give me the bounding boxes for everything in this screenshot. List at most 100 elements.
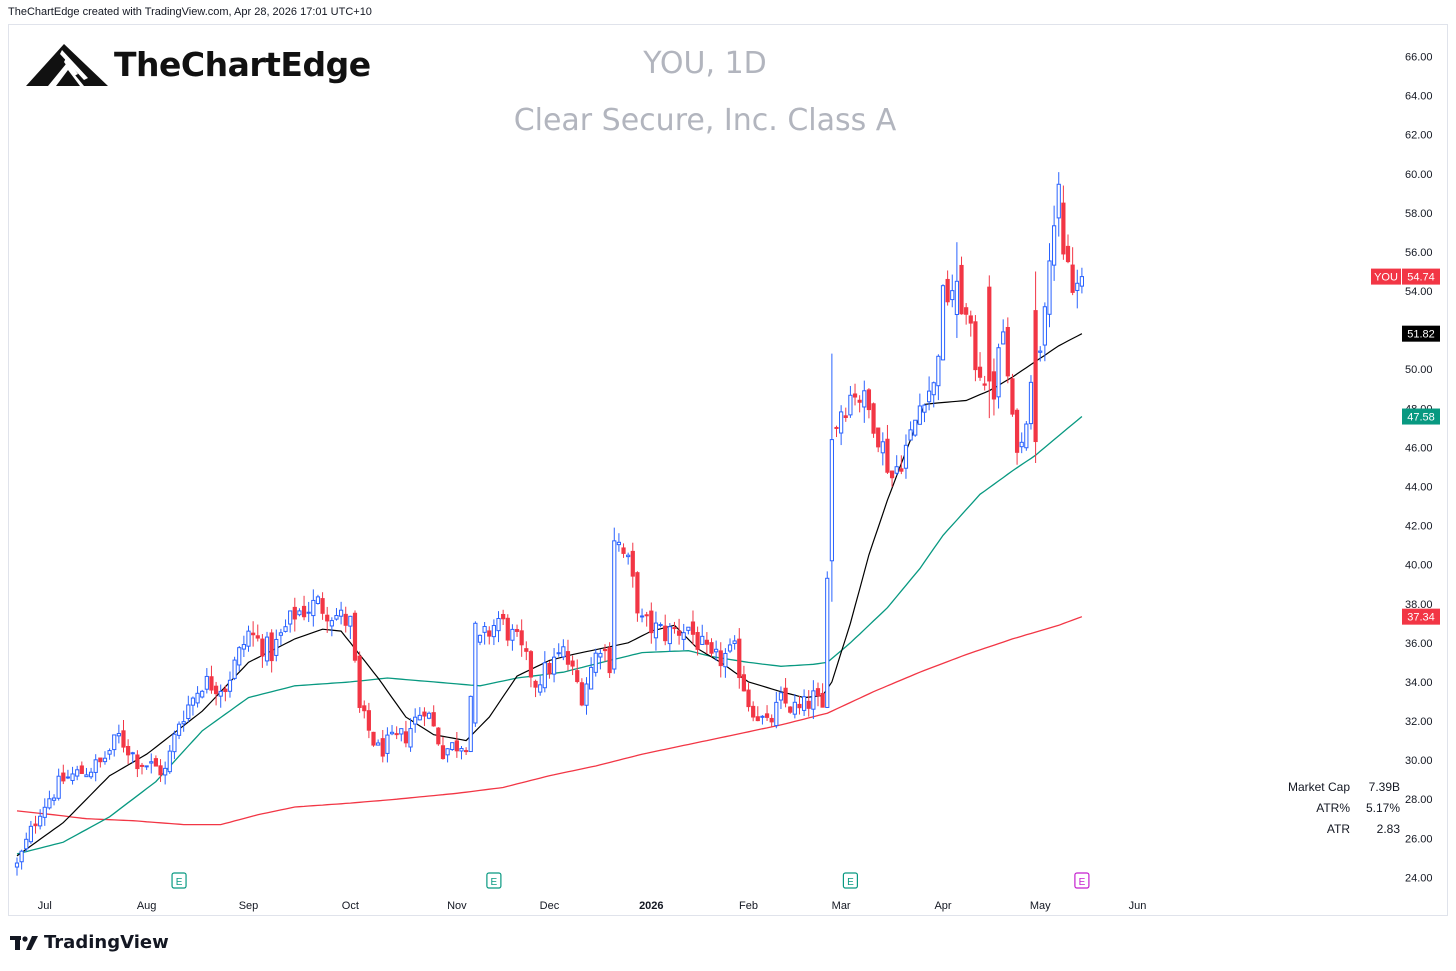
candle-up (417, 707, 422, 721)
candle-up (477, 634, 483, 646)
candle-body (1061, 202, 1066, 255)
candle-body (79, 765, 84, 774)
candle-up (1028, 375, 1034, 430)
candle-body (857, 399, 862, 403)
candle-body (991, 371, 997, 400)
candle-body (945, 278, 950, 303)
stat-row-market-cap: Market Cap 7.39B (1272, 776, 1400, 797)
ma-badge-0-bg (1402, 325, 1440, 342)
candle-down (737, 628, 742, 689)
candle-up (653, 611, 659, 651)
candle-down (987, 275, 992, 419)
x-tick-label: Jun (1129, 900, 1147, 912)
candle-up (163, 761, 168, 785)
candle-body (811, 690, 816, 710)
y-tick-label: 66.00 (1405, 52, 1433, 64)
candle-body (394, 733, 399, 736)
candle-body (732, 640, 737, 644)
candle-body (769, 717, 774, 723)
candle-body (440, 745, 446, 760)
candle-down (371, 731, 376, 747)
candle-body (538, 684, 543, 693)
candle-down (33, 815, 38, 834)
candle-body (408, 728, 413, 748)
candle-body (714, 648, 719, 653)
candle-body (1014, 409, 1020, 453)
candle-down (1005, 317, 1010, 384)
price-chart-svg[interactable]: YOU, 1D Clear Secure, Inc. Class A 24.00 26… (9, 25, 1449, 917)
candle-up (181, 710, 186, 732)
candle-down (570, 655, 575, 676)
candle-body (690, 621, 696, 635)
chart-area[interactable]: YOU, 1D Clear Secure, Inc. Class A 24.00 26… (8, 24, 1448, 916)
candle-body (639, 615, 645, 618)
candle-body (616, 541, 621, 546)
candle-down (121, 720, 126, 753)
candle-up (538, 675, 543, 696)
candle-up (468, 695, 473, 753)
x-tick-label: Jul (38, 900, 52, 912)
candle-body (658, 624, 663, 627)
candle-body (51, 797, 57, 801)
candle-body (593, 652, 598, 673)
candle-down (251, 621, 256, 647)
candle-body (510, 628, 515, 641)
candle-body (413, 716, 418, 725)
candle-down (663, 614, 668, 646)
candle-up (686, 626, 691, 635)
y-tick-label: 46.00 (1405, 442, 1433, 454)
candle-up (306, 601, 311, 623)
candle-up (75, 765, 80, 781)
candle-up (927, 376, 932, 411)
candle-body (251, 632, 256, 636)
candle-body (630, 550, 635, 577)
x-tick-label: Dec (540, 900, 560, 912)
chart-title: YOU, 1D (642, 46, 767, 81)
candle-up (42, 798, 47, 826)
candle-down (635, 571, 640, 622)
candle-body (362, 705, 367, 712)
candle-body (755, 716, 760, 722)
candle-down (982, 375, 987, 391)
candle-body (1075, 282, 1080, 291)
candle-body (1056, 183, 1061, 219)
candle-down (973, 315, 978, 382)
candle-up (339, 601, 344, 625)
tradingview-footer[interactable]: TradingView (10, 932, 169, 953)
candle-up (908, 421, 913, 441)
candle-body (885, 438, 890, 473)
candle-body (158, 765, 163, 776)
candle-up (732, 635, 737, 650)
candle-body (598, 652, 603, 658)
candle-body (927, 390, 932, 403)
candle-body (389, 731, 395, 735)
candle-down (751, 701, 756, 722)
candle-body (788, 706, 793, 713)
candle-body (190, 697, 196, 706)
candle-body (61, 772, 66, 782)
candle-body (38, 815, 43, 827)
candle-body (695, 632, 700, 650)
candle-body (422, 711, 427, 717)
candle-body (880, 441, 885, 454)
earnings-marker-box (1074, 872, 1090, 889)
candle-body (311, 599, 316, 617)
candle-up (70, 766, 75, 785)
y-tick-label: 54.00 (1405, 286, 1433, 298)
ma-badge-2-bg (1402, 608, 1440, 625)
ma-badge-1-value: 47.58 (1407, 412, 1435, 424)
candle-body (547, 662, 552, 675)
candle-down (709, 638, 714, 657)
x-tick-label: Aug (137, 900, 157, 912)
candle-down (1033, 271, 1038, 464)
candle-body (727, 644, 733, 652)
tradingview-logo-icon (10, 935, 38, 950)
candle-body (107, 750, 112, 755)
candle-body (237, 647, 242, 666)
candle-body (315, 596, 321, 604)
candle-body (607, 647, 612, 674)
candle-up (24, 832, 29, 852)
candle-down (223, 685, 228, 702)
y-tick-label: 64.00 (1405, 91, 1433, 103)
candle-body (445, 748, 450, 756)
